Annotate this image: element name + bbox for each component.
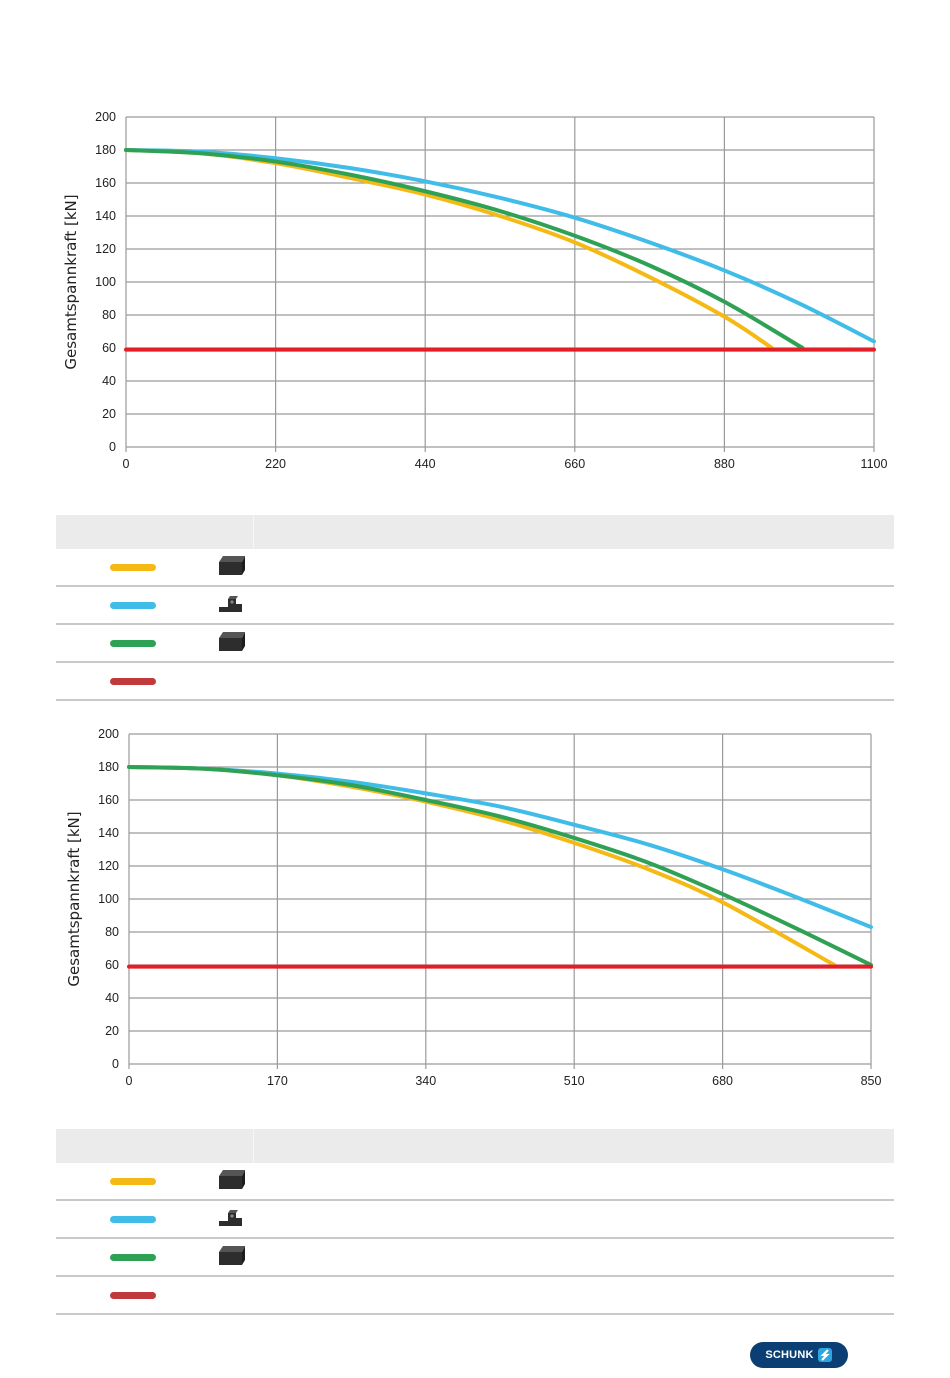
legend-swatch bbox=[110, 640, 156, 647]
y-tick-label: 80 bbox=[102, 308, 116, 322]
line-chart-svg: 0 20 40 60 80 100 120 140 160 180 200 0 170 340 510 680… bbox=[65, 727, 882, 1088]
legend-row bbox=[56, 1277, 894, 1315]
legend-table-top bbox=[56, 515, 894, 701]
schunk-logo: SCHUNK bbox=[750, 1342, 848, 1368]
legend-swatch bbox=[110, 602, 156, 609]
schunk-mark-icon bbox=[817, 1348, 832, 1362]
series-line-1 bbox=[127, 765, 873, 930]
legend-row bbox=[56, 587, 894, 625]
x-tick-label: 340 bbox=[415, 1074, 436, 1088]
legend-swatch bbox=[110, 1292, 156, 1299]
y-tick-label: 80 bbox=[105, 925, 119, 939]
legend-table-bottom bbox=[56, 1129, 894, 1315]
line-chart-svg: 0 20 40 60 80 100 120 140 160 180 200 0 220 440 660 880… bbox=[62, 110, 888, 471]
legend-swatch bbox=[110, 1178, 156, 1185]
y-tick-label: 40 bbox=[105, 991, 119, 1005]
x-tick-label: 440 bbox=[415, 457, 436, 471]
legend-swatch bbox=[110, 678, 156, 685]
jaw-stepped-icon bbox=[219, 596, 242, 612]
x-tick-label: 850 bbox=[861, 1074, 882, 1088]
y-axis-title: Gesamtspannkraft [kN] bbox=[65, 811, 83, 986]
logo-text: SCHUNK bbox=[765, 1349, 814, 1361]
y-tick-label: 160 bbox=[95, 176, 116, 190]
y-tick-label: 60 bbox=[105, 958, 119, 972]
y-tick-label: 100 bbox=[95, 275, 116, 289]
chart-bottom: 0 20 40 60 80 100 120 140 160 180 200 0 170 340 510 680… bbox=[0, 718, 950, 1098]
y-tick-label: 200 bbox=[98, 727, 119, 741]
x-tick-label: 220 bbox=[265, 457, 286, 471]
series-line-1 bbox=[124, 148, 876, 344]
x-tick-label: 510 bbox=[564, 1074, 585, 1088]
y-tick-label: 40 bbox=[102, 374, 116, 388]
legend-row bbox=[56, 1201, 894, 1239]
legend-row bbox=[56, 1239, 894, 1277]
x-tick-label: 170 bbox=[267, 1074, 288, 1088]
y-tick-label: 0 bbox=[109, 440, 116, 454]
y-tick-label: 120 bbox=[98, 859, 119, 873]
legend-row bbox=[56, 1163, 894, 1201]
y-tick-label: 160 bbox=[98, 793, 119, 807]
jaw-block-icon bbox=[219, 1246, 245, 1265]
x-tick-label: 660 bbox=[564, 457, 585, 471]
x-tick-label: 880 bbox=[714, 457, 735, 471]
y-tick-label: 20 bbox=[102, 407, 116, 421]
series-line-2 bbox=[127, 765, 873, 967]
legend-row bbox=[56, 663, 894, 701]
y-tick-label: 140 bbox=[95, 209, 116, 223]
jaw-block-icon bbox=[219, 1170, 245, 1189]
x-tick-label: 0 bbox=[126, 1074, 133, 1088]
y-tick-label: 180 bbox=[95, 143, 116, 157]
legend-swatch bbox=[110, 564, 156, 571]
x-tick-label: 680 bbox=[712, 1074, 733, 1088]
legend-swatch bbox=[110, 1254, 156, 1261]
jaw-block-icon bbox=[219, 632, 245, 651]
y-tick-label: 60 bbox=[102, 341, 116, 355]
jaw-block-icon bbox=[219, 556, 245, 575]
y-tick-label: 180 bbox=[98, 760, 119, 774]
series-line-2 bbox=[124, 148, 805, 350]
jaw-stepped-icon bbox=[219, 1210, 242, 1226]
x-tick-label: 0 bbox=[123, 457, 130, 471]
y-tick-label: 0 bbox=[112, 1057, 119, 1071]
y-tick-label: 20 bbox=[105, 1024, 119, 1038]
y-tick-label: 140 bbox=[98, 826, 119, 840]
legend-row bbox=[56, 549, 894, 587]
legend-swatch bbox=[110, 1216, 156, 1223]
legend-table-header bbox=[56, 515, 894, 549]
y-tick-label: 200 bbox=[95, 110, 116, 124]
chart-top: 0 20 40 60 80 100 120 140 160 180 200 0 220 440 660 880… bbox=[0, 100, 950, 480]
y-tick-label: 120 bbox=[95, 242, 116, 256]
legend-table-header bbox=[56, 1129, 894, 1163]
y-tick-label: 100 bbox=[98, 892, 119, 906]
x-tick-label: 1100 bbox=[861, 457, 888, 471]
legend-row bbox=[56, 625, 894, 663]
y-axis-title: Gesamtspannkraft [kN] bbox=[62, 194, 80, 369]
